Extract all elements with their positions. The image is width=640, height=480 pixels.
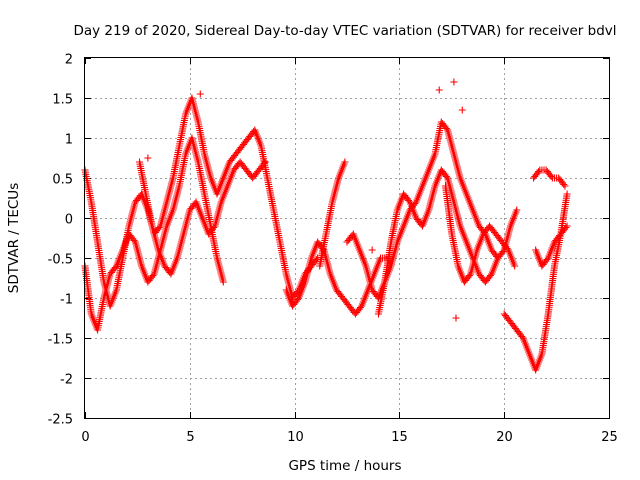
x-tick-label: 20 bbox=[496, 430, 513, 445]
chart-title: Day 219 of 2020, Sidereal Day-to-day VTE… bbox=[73, 23, 616, 39]
y-tick-label: -0.5 bbox=[48, 253, 73, 268]
data-point bbox=[518, 332, 526, 340]
data-point-outlier bbox=[450, 78, 458, 86]
data-point bbox=[513, 206, 521, 214]
data-point bbox=[486, 272, 494, 280]
x-axis-label: GPS time / hours bbox=[288, 458, 401, 474]
data-point bbox=[562, 224, 570, 232]
y-tick-label: 0 bbox=[65, 213, 73, 228]
data-point-outlier bbox=[458, 106, 466, 114]
data-point bbox=[261, 158, 269, 166]
data-point bbox=[210, 224, 218, 232]
data-point bbox=[547, 172, 555, 180]
data-point bbox=[442, 172, 450, 180]
data-point bbox=[503, 244, 511, 252]
y-tick-label: 0.5 bbox=[52, 173, 73, 188]
data-point bbox=[111, 264, 119, 272]
data-point-outlier bbox=[144, 154, 152, 162]
y-axis-label: SDTVAR / TECUs bbox=[6, 183, 22, 293]
x-tick-label: 25 bbox=[601, 430, 618, 445]
data-point bbox=[535, 168, 543, 176]
data-point-outlier bbox=[368, 246, 376, 254]
data-point bbox=[442, 124, 450, 132]
y-tick-label: 1.5 bbox=[52, 93, 73, 108]
data-point bbox=[356, 304, 364, 312]
data-point bbox=[155, 224, 163, 232]
data-point bbox=[341, 158, 349, 166]
data-point-outlier bbox=[435, 86, 443, 94]
y-tick-label: -1.5 bbox=[48, 333, 73, 348]
data-point bbox=[294, 296, 302, 304]
data-point bbox=[561, 182, 569, 190]
data-point bbox=[560, 180, 568, 188]
data-point bbox=[130, 236, 138, 244]
data-point bbox=[543, 256, 551, 264]
data-point bbox=[563, 190, 571, 198]
data-point bbox=[511, 262, 519, 270]
x-tick-label: 0 bbox=[81, 430, 89, 445]
x-tick-label: 10 bbox=[287, 430, 304, 445]
y-tick-label: -1 bbox=[60, 293, 73, 308]
data-point bbox=[494, 254, 502, 262]
data-point-outlier bbox=[196, 90, 204, 98]
x-tick-label: 5 bbox=[186, 430, 194, 445]
data-point bbox=[563, 222, 571, 230]
data-point bbox=[149, 272, 157, 280]
data-point bbox=[260, 160, 268, 168]
x-tick-label: 15 bbox=[391, 430, 408, 445]
y-tick-label: -2.5 bbox=[48, 413, 73, 428]
y-tick-label: -2 bbox=[60, 373, 73, 388]
data-point bbox=[499, 248, 507, 256]
data-point bbox=[465, 272, 473, 280]
data-markers bbox=[81, 78, 571, 374]
y-tick-label: 1 bbox=[65, 133, 73, 148]
plot-frame bbox=[84, 57, 610, 419]
data-point-outlier bbox=[452, 314, 460, 322]
y-tick-label: 2 bbox=[65, 53, 73, 68]
ticks: 0 5 10 15 20 25 2 1.5 1 0.5 0 -0.5 -1 -1.5 -2 -2.5 bbox=[48, 53, 618, 446]
data-point bbox=[405, 196, 413, 204]
data-point bbox=[219, 278, 227, 286]
